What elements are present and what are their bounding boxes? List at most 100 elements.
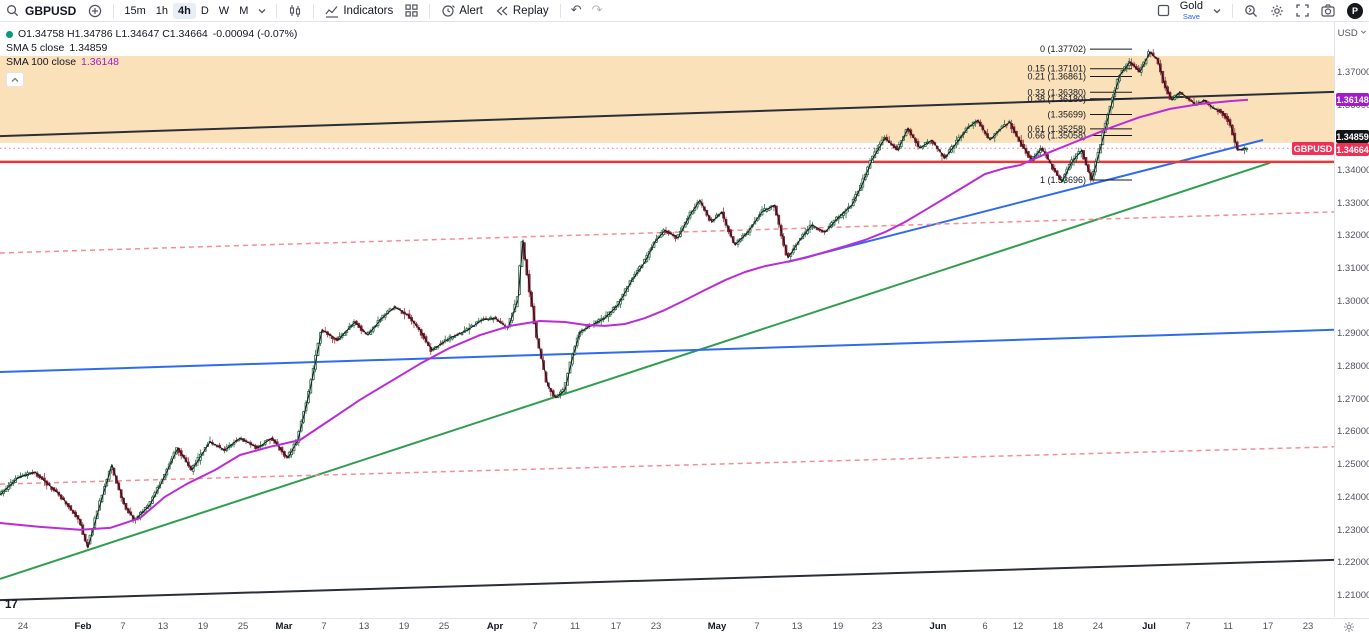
sma100-badge: 1.36148: [1336, 93, 1369, 106]
trendline-green: [0, 161, 1271, 580]
redo-icon[interactable]: ↷: [591, 3, 603, 18]
time-axis-label: 17: [610, 621, 622, 632]
tf-15m[interactable]: 15m: [124, 4, 146, 17]
layout-select-icon[interactable]: [1151, 2, 1176, 19]
time-axis-label: 6: [982, 621, 988, 632]
price-axis-label: 1.32000: [1337, 230, 1369, 241]
tf-m[interactable]: M: [239, 4, 249, 17]
top-toolbar: GBPUSD 15m 1h 4h D W M Indicat: [0, 0, 1369, 22]
templates-grid-icon[interactable]: [399, 2, 424, 19]
price-axis-label: 1.26000: [1337, 426, 1369, 437]
time-axis-label: Mar: [275, 621, 293, 632]
legend-sma5-row[interactable]: SMA 5 close 1.34859: [6, 41, 297, 55]
time-axis-label: Jul: [1142, 621, 1156, 632]
layout-chevron-icon[interactable]: [1207, 5, 1227, 17]
alert-clock-icon: [441, 4, 456, 18]
time-axis-label: Apr: [486, 621, 504, 632]
sma100-line: [0, 98, 1249, 531]
currency-selector[interactable]: USD: [1335, 28, 1369, 39]
tf-w[interactable]: W: [218, 4, 230, 17]
time-axis-label: 13: [358, 621, 370, 632]
trendline-blue-long: [0, 328, 1334, 373]
tf-4h[interactable]: 4h: [173, 2, 196, 19]
channel-dashed-lower: [0, 446, 1334, 485]
time-axis-label: 13: [157, 621, 169, 632]
compare-add-icon[interactable]: [82, 2, 108, 20]
fullscreen-icon[interactable]: [1290, 2, 1315, 19]
time-axis-label: 24: [1092, 621, 1104, 632]
time-axis-label: 23: [1302, 621, 1314, 632]
time-axis-label: May: [707, 621, 727, 632]
time-axis-label: 7: [532, 621, 538, 632]
timeframe-chevron-icon[interactable]: [253, 5, 271, 17]
price-axis-label: 1.21000: [1337, 590, 1369, 601]
indicators-button[interactable]: Indicators: [319, 2, 399, 20]
price-axis[interactable]: USD 1.370001.360001.340001.330001.320001…: [1334, 22, 1369, 617]
time-axis-label: 18: [1052, 621, 1064, 632]
sma100-value: 1.36148: [81, 56, 120, 68]
time-axis-label: 25: [237, 621, 249, 632]
price-axis-label: 1.25000: [1337, 459, 1369, 470]
fib-level-label: 0.38 (1.36180): [1027, 94, 1086, 104]
sma5-badge: 1.34859: [1336, 130, 1369, 143]
time-axis-label: 12: [1012, 621, 1024, 632]
search-icon[interactable]: [6, 4, 19, 17]
alert-button[interactable]: Alert: [435, 2, 489, 20]
toolbar-separator: [1232, 3, 1233, 18]
tf-1h[interactable]: 1h: [155, 4, 168, 17]
replay-button[interactable]: Replay: [489, 3, 555, 19]
price-axis-label: 1.37000: [1337, 67, 1369, 78]
series-price-label: GBPUSD: [1292, 142, 1334, 155]
price-axis-label: 1.33000: [1337, 198, 1369, 209]
legend-sma100-row[interactable]: SMA 100 close 1.36148: [6, 55, 297, 69]
chart-legend: O1.34758 H1.34786 L1.34647 C1.34664 -0.0…: [6, 27, 297, 69]
legend-collapse-button[interactable]: [6, 72, 24, 87]
price-axis-label: 1.27000: [1337, 394, 1369, 405]
candle-style-icon[interactable]: [282, 2, 308, 20]
time-axis-label: 7: [1185, 621, 1191, 632]
replay-rewind-icon: [495, 5, 509, 17]
camera-snapshot-icon[interactable]: [1315, 2, 1341, 19]
time-axis-gear-icon[interactable]: [1343, 620, 1355, 633]
time-axis-label: 7: [754, 621, 760, 632]
legend-ohlc: O1.34758 H1.34786 L1.34647 C1.34664: [18, 28, 208, 40]
time-axis-label: 7: [321, 621, 327, 632]
fib-level-label: 0.21 (1.36861): [1027, 72, 1086, 82]
series-status-dot: [6, 30, 13, 38]
time-axis[interactable]: 24 Feb 7 13 19 25 Mar 7 13 19 25 Apr 7 11 17 23 May 7 13 19…: [0, 618, 1369, 633]
fib-level-label: 0.66 (1.35058): [1027, 131, 1086, 141]
time-axis-label: 24: [17, 621, 29, 632]
sma5-label: SMA 5 close: [6, 42, 65, 54]
toolbar-separator: [559, 3, 561, 18]
time-axis-label: 7: [120, 621, 126, 632]
sma5-line: [0, 51, 1247, 549]
time-axis-label: 19: [398, 621, 410, 632]
user-avatar[interactable]: P: [1347, 2, 1363, 19]
fib-level-label: 0.15 (1.37101): [1027, 64, 1086, 74]
toolbar-separator: [276, 3, 278, 18]
legend-ohlc-row[interactable]: O1.34758 H1.34786 L1.34647 C1.34664 -0.0…: [6, 27, 297, 41]
layout-name-button[interactable]: Gold Save: [1179, 0, 1203, 21]
symbol-button[interactable]: GBPUSD: [25, 3, 77, 18]
price-axis-label: 1.31000: [1337, 263, 1369, 274]
last-price-badge: 1.34664: [1336, 143, 1369, 156]
quick-search-icon[interactable]: [1238, 2, 1264, 20]
price-axis-label: 1.28000: [1337, 361, 1369, 372]
fib-level-label: (1.35699): [1047, 110, 1086, 120]
time-axis-label: 23: [871, 621, 883, 632]
toolbar-separator: [429, 3, 431, 18]
indicators-icon: [325, 4, 339, 18]
price-axis-label: 1.29000: [1337, 328, 1369, 339]
sma100-label: SMA 100 close: [6, 56, 77, 68]
trendline-blue-short: [787, 139, 1264, 263]
time-axis-label: 11: [1223, 621, 1233, 632]
undo-icon[interactable]: ↶: [570, 3, 582, 18]
price-axis-label: 1.30000: [1337, 296, 1369, 307]
time-axis-label: 17: [1262, 621, 1274, 632]
time-axis-label: 23: [650, 621, 662, 632]
tf-d[interactable]: D: [200, 4, 209, 17]
chart-area[interactable]: 0 (1.37702) 0.15 (1.37101) 0.21 (1.36861) 0…: [0, 22, 1334, 617]
settings-gear-icon[interactable]: [1264, 2, 1290, 20]
toolbar-separator: [113, 3, 115, 18]
